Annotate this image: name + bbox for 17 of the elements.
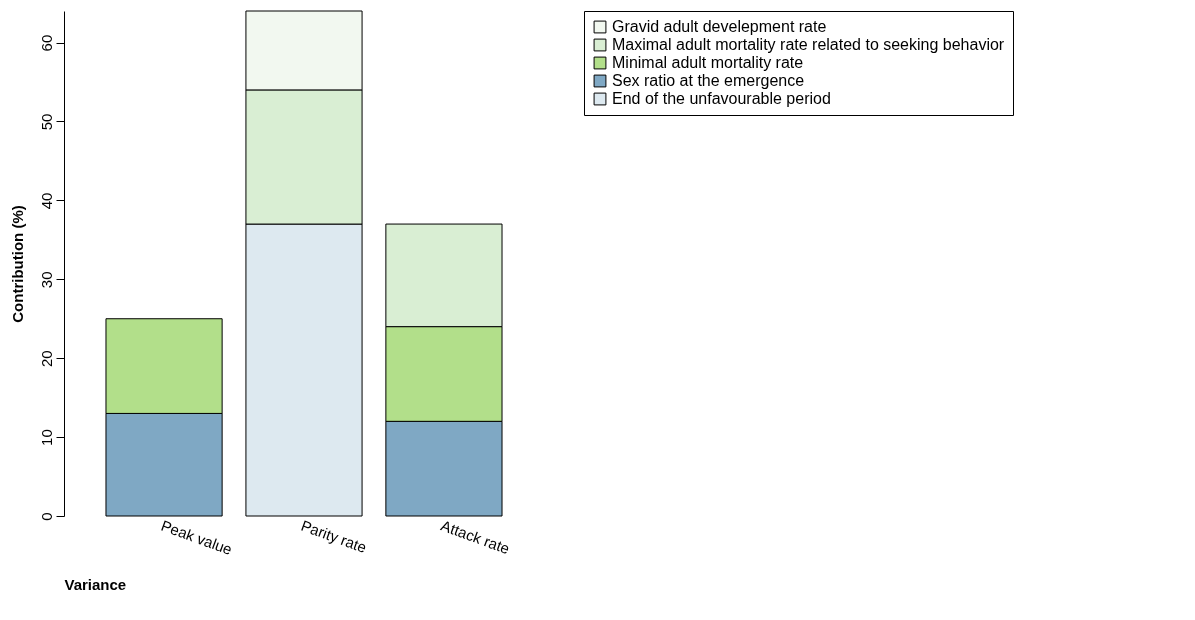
legend-label: Sex ratio at the emergence xyxy=(612,72,805,89)
y-tick-label: 60 xyxy=(37,34,55,52)
x-axis-title: Variance xyxy=(64,575,127,593)
legend-label: Minimal adult mortality rate xyxy=(612,54,804,71)
legend-label: Maximal adult mortality rate related to seeking behavior xyxy=(612,36,1005,53)
y-tick-label: 20 xyxy=(37,350,55,368)
legend-label: Gravid adult develepment rate xyxy=(612,18,827,35)
y-axis-title: Contribution (%) xyxy=(8,205,26,323)
y-tick-label: 50 xyxy=(37,113,55,131)
x-tick-label: Attack rate xyxy=(438,516,512,558)
x-tick-label: Peak value xyxy=(158,516,235,558)
x-tick-label: Parity rate xyxy=(298,516,369,556)
y-tick-label: 0 xyxy=(37,512,55,521)
y-tick-label: 40 xyxy=(37,192,55,210)
y-tick-label: 30 xyxy=(37,271,55,289)
legend-label: End of the unfavourable period xyxy=(612,90,831,107)
y-tick-label: 10 xyxy=(37,429,55,446)
